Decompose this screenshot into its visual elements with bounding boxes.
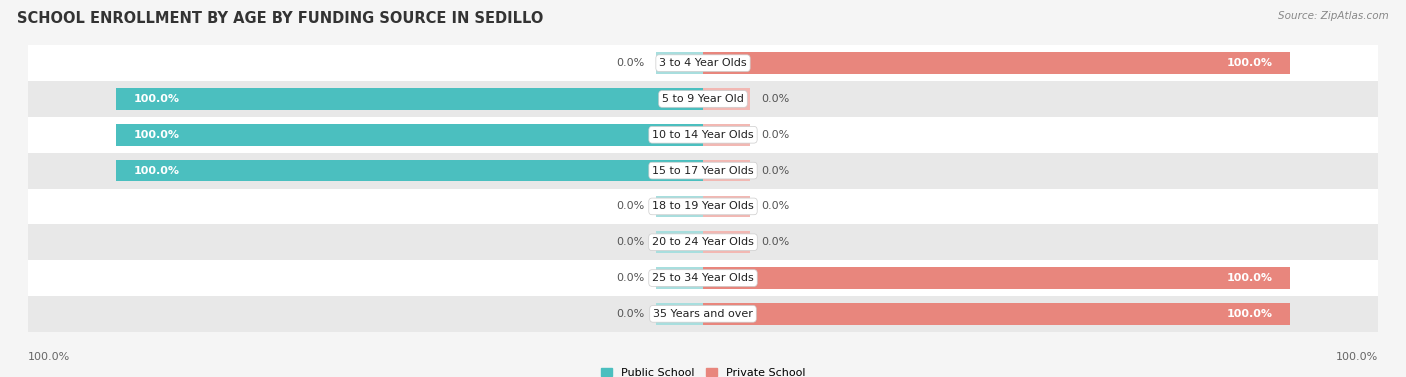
Text: 0.0%: 0.0% — [762, 201, 790, 211]
Text: 18 to 19 Year Olds: 18 to 19 Year Olds — [652, 201, 754, 211]
Text: 0.0%: 0.0% — [762, 166, 790, 176]
Text: 0.0%: 0.0% — [616, 58, 644, 68]
Bar — [703, 124, 749, 146]
Text: 35 Years and over: 35 Years and over — [652, 309, 754, 319]
Text: 15 to 17 Year Olds: 15 to 17 Year Olds — [652, 166, 754, 176]
Bar — [28, 45, 1378, 81]
Text: 0.0%: 0.0% — [762, 130, 790, 140]
Bar — [657, 303, 703, 325]
Bar — [28, 224, 1378, 260]
Text: 3 to 4 Year Olds: 3 to 4 Year Olds — [659, 58, 747, 68]
Text: 10 to 14 Year Olds: 10 to 14 Year Olds — [652, 130, 754, 140]
Text: 5 to 9 Year Old: 5 to 9 Year Old — [662, 94, 744, 104]
Bar — [117, 88, 703, 110]
Text: 0.0%: 0.0% — [616, 273, 644, 283]
Text: 100.0%: 100.0% — [1336, 352, 1378, 362]
Bar — [703, 303, 1289, 325]
Bar — [657, 52, 703, 74]
Bar — [117, 124, 703, 146]
Bar — [657, 267, 703, 289]
Text: 25 to 34 Year Olds: 25 to 34 Year Olds — [652, 273, 754, 283]
Bar — [28, 153, 1378, 188]
Bar — [703, 196, 749, 217]
Text: 100.0%: 100.0% — [134, 130, 180, 140]
Text: 100.0%: 100.0% — [134, 166, 180, 176]
Text: 100.0%: 100.0% — [134, 94, 180, 104]
Text: 100.0%: 100.0% — [1226, 309, 1272, 319]
Text: 100.0%: 100.0% — [1226, 58, 1272, 68]
Bar — [703, 52, 1289, 74]
Text: 20 to 24 Year Olds: 20 to 24 Year Olds — [652, 237, 754, 247]
Bar — [703, 160, 749, 181]
Bar — [703, 267, 1289, 289]
Text: 0.0%: 0.0% — [762, 94, 790, 104]
Text: Source: ZipAtlas.com: Source: ZipAtlas.com — [1278, 11, 1389, 21]
Bar — [657, 196, 703, 217]
Bar — [117, 160, 703, 181]
Text: 100.0%: 100.0% — [1226, 273, 1272, 283]
Legend: Public School, Private School: Public School, Private School — [600, 368, 806, 377]
Bar — [28, 188, 1378, 224]
Bar — [28, 117, 1378, 153]
Text: 100.0%: 100.0% — [28, 352, 70, 362]
Text: 0.0%: 0.0% — [616, 309, 644, 319]
Text: 0.0%: 0.0% — [616, 201, 644, 211]
Text: 0.0%: 0.0% — [616, 237, 644, 247]
Bar — [703, 231, 749, 253]
Bar — [28, 260, 1378, 296]
Bar — [28, 296, 1378, 332]
Text: 0.0%: 0.0% — [762, 237, 790, 247]
Bar — [703, 88, 749, 110]
Bar — [28, 81, 1378, 117]
Bar — [657, 231, 703, 253]
Text: SCHOOL ENROLLMENT BY AGE BY FUNDING SOURCE IN SEDILLO: SCHOOL ENROLLMENT BY AGE BY FUNDING SOUR… — [17, 11, 543, 26]
